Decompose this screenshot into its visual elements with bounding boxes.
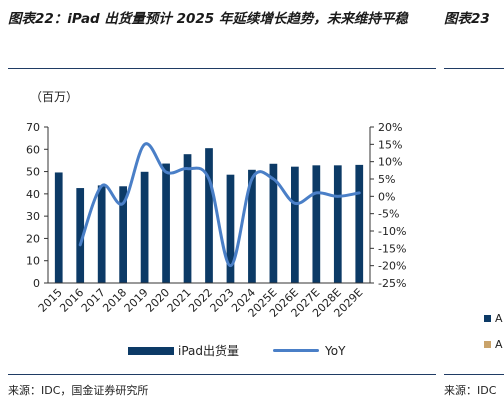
- x-tick-label: 2022: [186, 286, 215, 315]
- left-tick-label: 0: [33, 277, 40, 290]
- bar-2028E: [333, 165, 342, 283]
- left-tick-label: 70: [26, 121, 40, 134]
- x-tick-label: 2016: [57, 286, 86, 315]
- x-tick-label: 2017: [79, 286, 108, 315]
- bar-2026E: [291, 166, 299, 283]
- bar-2029E: [355, 164, 364, 283]
- left-tick-label: 50: [26, 166, 40, 179]
- x-axis-labels: 2015201620172018201920202021202220232024…: [36, 286, 366, 320]
- bar-2024: [248, 169, 256, 283]
- footer-divider: [8, 374, 436, 375]
- right-tick-label: 0%: [378, 190, 395, 203]
- left-tick-label: 30: [26, 210, 40, 223]
- bar-2023: [226, 174, 235, 283]
- side-legend-swatch-1: [484, 315, 491, 322]
- source-note: 来源：IDC，国金证券研究所: [8, 384, 149, 397]
- left-tick-label: 40: [26, 188, 40, 201]
- left-tick-label: 60: [26, 143, 40, 156]
- chart-title: 图表22：iPad 出货量预计 2025 年延续增长趋势，未来维持平稳: [8, 11, 408, 27]
- legend-line-swatch: [273, 349, 320, 352]
- x-tick-label: 2019: [122, 286, 151, 315]
- bar-2019: [140, 171, 149, 283]
- right-tick-label: -25%: [378, 277, 406, 290]
- legend-bar-label: iPad出货量: [178, 344, 240, 358]
- side-legend-swatch-2: [484, 341, 491, 348]
- bar-2018: [119, 186, 127, 283]
- x-tick-label: 2021: [165, 286, 194, 315]
- bar-2025E: [269, 163, 278, 283]
- x-tick-label: 2020: [143, 286, 172, 315]
- bar-2021: [183, 154, 192, 283]
- right-tick-label: 5%: [378, 173, 395, 186]
- left-tick-label: 10: [26, 255, 40, 268]
- right-tick-label: -20%: [378, 260, 406, 273]
- unit-label: （百万）: [30, 90, 79, 104]
- left-tick-label: 20: [26, 232, 40, 245]
- right-tick-label: -5%: [378, 208, 399, 221]
- adjacent-chart-title: 图表23: [444, 11, 490, 27]
- yoy-line: [78, 142, 361, 268]
- yoy-series: [78, 142, 361, 268]
- right-tick-label: 20%: [378, 121, 402, 134]
- bar-2015: [54, 172, 63, 283]
- side-legend-item-2: A: [484, 338, 503, 351]
- footer-divider-right: [444, 374, 504, 375]
- source-note-right: 来源：IDC: [444, 384, 497, 397]
- side-legend-item-1: A: [484, 312, 503, 325]
- right-axis: -25% -20% -15% -10% -5% 0% 5% 10% 15% 20%: [369, 121, 406, 290]
- legend-item-line: YoY: [273, 344, 345, 358]
- legend-line-label: YoY: [325, 343, 346, 358]
- right-tick-label: -10%: [378, 225, 406, 238]
- side-legend-label-2: A: [495, 338, 503, 351]
- title-divider: [8, 68, 436, 69]
- right-tick-label: 10%: [378, 156, 402, 169]
- bar-2016: [76, 188, 85, 283]
- side-legend-label-1: A: [495, 312, 503, 325]
- title-divider-right: [444, 68, 504, 69]
- right-tick-label: -15%: [378, 242, 406, 255]
- chart-legend: iPad出货量 YoY: [128, 342, 379, 359]
- bar-2027E: [312, 165, 321, 283]
- left-axis: 0 10 20 30 40 50 60 70: [26, 121, 49, 290]
- bar-2017: [97, 185, 106, 283]
- legend-item-bar: iPad出货量: [128, 342, 239, 359]
- x-tick-label: 2015: [36, 286, 65, 315]
- bar-2022: [205, 148, 213, 283]
- x-tick-label: 2018: [100, 286, 129, 315]
- bar-2020: [162, 163, 170, 283]
- x-tick-label: 2023: [208, 286, 237, 315]
- right-tick-label: 15%: [378, 138, 402, 151]
- legend-bar-swatch: [128, 346, 174, 355]
- bar-series: [48, 148, 370, 284]
